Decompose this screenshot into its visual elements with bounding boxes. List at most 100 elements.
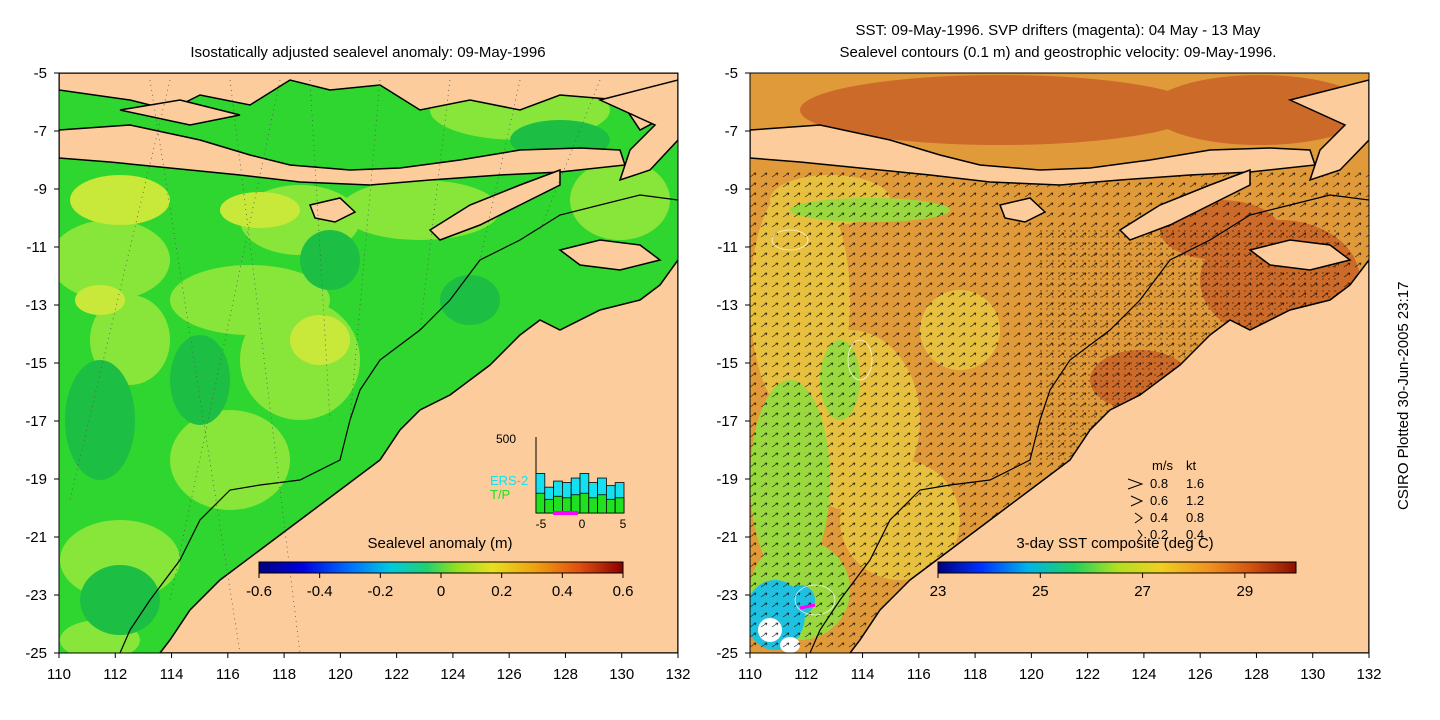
velocity-legend-arrow (1127, 478, 1144, 490)
velocity-legend-ms-value: 0.2 (1150, 527, 1168, 542)
right-lon-label: 130 (1300, 666, 1325, 683)
left-lon-label: 112 (103, 666, 127, 683)
histogram-bar-tp (553, 495, 563, 514)
left-lon-label: 116 (216, 666, 240, 683)
left-lat-label: -23 (25, 587, 47, 604)
right-lon-label: 120 (1019, 666, 1044, 683)
right-lat-label: -13 (716, 297, 738, 314)
histogram-xtick-label: -5 (536, 517, 547, 531)
velocity-legend-ms-value: 0.6 (1150, 493, 1168, 508)
sla-colorbar-tick-label: 0.4 (552, 583, 573, 600)
sla-colorbar-tick-label: -0.2 (367, 583, 393, 600)
left-lat-label: -7 (34, 123, 47, 140)
sla-colorbar-tick-label: -0.4 (307, 583, 333, 600)
sst-colorbar-tick-label: 25 (1032, 583, 1049, 600)
legend-tp: T/P (490, 487, 510, 502)
left-lon-label: 128 (553, 666, 578, 683)
velocity-legend-arrow (1130, 495, 1144, 507)
velocity-legend-ms-header: m/s (1152, 458, 1173, 473)
left-lon-label: 132 (665, 666, 690, 683)
left-lat-label: -21 (25, 529, 47, 546)
sst-colorbar-tick-label: 23 (930, 583, 947, 600)
right-lat-label: -23 (716, 587, 738, 604)
histogram-bar-tp (579, 492, 590, 514)
right-lon-label: 128 (1244, 666, 1269, 683)
left-lon-label: 114 (160, 666, 184, 683)
velocity-legend-kt-value: 1.6 (1186, 476, 1204, 491)
right-lon-label: 114 (851, 666, 875, 683)
velocity-legend-ms-value: 0.8 (1150, 476, 1168, 491)
right-lon-label: 110 (738, 666, 762, 683)
drifter-track (799, 603, 816, 610)
sla-colorbar-tick-label: -0.6 (246, 583, 272, 600)
right-lon-label: 132 (1356, 666, 1381, 683)
sst-colorbar-title: 3-day SST composite (deg C) (1016, 535, 1213, 552)
histogram-bar-tp (606, 498, 616, 514)
sla-high-patches (70, 175, 350, 365)
sealevel-contours (771, 229, 873, 616)
left-lat-label: -11 (26, 239, 47, 256)
plot-credit: CSIRO Plotted 30-Jun-2005 23:17 (1395, 282, 1412, 510)
right-lon-label: 126 (1188, 666, 1213, 683)
sst-colorbar-tick-label: 29 (1237, 583, 1254, 600)
sla-colorbar-tick-label: 0.2 (491, 583, 512, 600)
right-lat-label: -15 (716, 355, 738, 372)
histogram-xtick-label: 0 (579, 517, 586, 531)
velocity-legend-arrow (1137, 529, 1143, 541)
histogram-xticks: -5 0 5 (536, 517, 627, 531)
shelf-contour-sst (809, 194, 1369, 653)
right-lat-label: -17 (716, 413, 738, 430)
right-lon-label: 124 (1131, 666, 1156, 683)
velocity-legend-ms-value: 0.4 (1150, 510, 1168, 525)
left-lon-label: 130 (609, 666, 634, 683)
right-lon-label: 116 (907, 666, 931, 683)
satellite-tracks (69, 79, 601, 653)
sst-colorbar-tick-label: 27 (1134, 583, 1151, 600)
north-landmass-sst (750, 79, 1369, 653)
histogram-bar-tp (614, 497, 625, 514)
histogram-ymax-label: 500 (496, 432, 516, 446)
histogram-bar-tp (562, 497, 572, 514)
sla-colorbar-tick-label: 0 (437, 583, 445, 600)
right-lat-label: -25 (716, 645, 738, 662)
north-landmass (59, 73, 678, 653)
right-lat-label: -7 (725, 123, 738, 140)
sla-colorbar-title: Sealevel anomaly (m) (367, 535, 512, 552)
histogram-bar-tp (570, 494, 581, 514)
left-lon-axis: 110 112 114 116 118 120 122 124 126 128 130 132 (47, 653, 691, 683)
velocity-legend-kt-value: 0.4 (1186, 527, 1204, 542)
right-map (750, 73, 1369, 653)
velocity-legend-arrow (1134, 512, 1143, 524)
left-lon-label: 124 (440, 666, 465, 683)
histogram-bar-tp (597, 494, 607, 514)
histogram-xtick-label: 5 (620, 517, 627, 531)
left-lat-label: -15 (25, 355, 47, 372)
left-lat-label: -5 (34, 65, 47, 82)
sla-negative-patches (65, 120, 610, 635)
left-panel-title: Isostatically adjusted sealevel anomaly:… (190, 44, 545, 61)
right-lat-label: -9 (725, 181, 738, 198)
velocity-legend-kt-value: 1.2 (1186, 493, 1204, 508)
left-lon-label: 122 (384, 666, 409, 683)
legend-ers2: ERS-2 (490, 473, 528, 488)
left-lon-label: 120 (328, 666, 353, 683)
left-lat-label: -25 (25, 645, 47, 662)
right-lon-label: 118 (963, 666, 987, 683)
left-lat-label: -9 (34, 181, 47, 198)
left-lat-axis: -5 -7 -9 -11 -13 -15 -17 -19 -21 -23 -25 (25, 65, 59, 662)
left-lon-label: 126 (497, 666, 522, 683)
left-map (59, 73, 678, 653)
sst-colorbar-ticks: 23 25 27 29 (930, 573, 1254, 600)
right-panel-title-line1: SST: 09-May-1996. SVP drifters (magenta)… (856, 22, 1261, 39)
velocity-legend-kt-header: kt (1186, 458, 1197, 473)
sst-colorbar (937, 561, 1297, 574)
right-lon-axis: 110 112 114 116 118 120 122 124 126 128 130 132 (738, 653, 1382, 683)
histogram-bar-tp (588, 497, 598, 514)
left-lon-label: 110 (47, 666, 71, 683)
left-lat-label: -13 (25, 297, 47, 314)
histogram-bars (535, 473, 625, 514)
velocity-legend-kt-value: 0.8 (1186, 510, 1204, 525)
right-lat-label: -21 (716, 529, 738, 546)
right-lat-label: -11 (717, 239, 738, 256)
velocity-legend: m/s kt 0.8 1.6 0.6 1.2 0.4 0.8 0.2 0.4 (1127, 458, 1204, 542)
